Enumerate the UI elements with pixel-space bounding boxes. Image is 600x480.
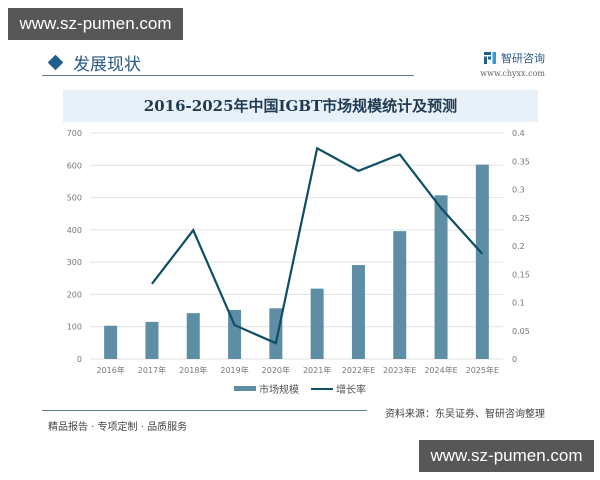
chart-title-band	[63, 90, 538, 122]
y-tick-label: 400	[67, 226, 82, 235]
y-tick-label: 600	[67, 161, 82, 170]
y-tick-label: 200	[67, 290, 82, 299]
bar-market-size	[434, 195, 448, 359]
y2-tick-label: 0.05	[512, 327, 530, 336]
y2-tick-label: 0.25	[512, 214, 530, 223]
y2-tick-label: 0.35	[512, 157, 530, 166]
y-tick-label: 500	[67, 194, 82, 203]
chart-title: 2016-2025年中国IGBT市场规模统计及预测	[143, 97, 458, 115]
chart-legend: 市场规模 增长率	[0, 381, 600, 396]
x-tick-label: 2019年	[220, 365, 248, 375]
line-swatch-icon	[311, 387, 333, 390]
y2-tick-label: 0.15	[512, 270, 530, 279]
y-tick-label: 700	[67, 129, 82, 138]
section-header: 发展现状	[47, 50, 141, 75]
footer-divider	[42, 410, 367, 411]
x-tick-label: 2020年	[262, 365, 290, 375]
y2-tick-label: 0.2	[512, 242, 525, 251]
section-title: 发展现状	[73, 55, 141, 75]
y2-tick-label: 0.4	[512, 129, 525, 138]
x-tick-label: 2024年E	[424, 365, 457, 375]
x-tick-label: 2021年	[303, 365, 331, 375]
legend-item-market-size: 市场规模	[234, 381, 299, 396]
source-note: 资料来源：东吴证券、智研咨询整理	[385, 409, 545, 420]
brand-logo-icon	[484, 52, 496, 64]
header-divider	[42, 75, 414, 76]
brand-logo-block: 智研咨询 www.chyxx.com	[480, 50, 545, 78]
growth-rate-line	[151, 146, 484, 345]
brand-name: 智研咨询	[501, 52, 545, 65]
y-tick-label: 300	[67, 258, 82, 267]
y2-tick-label: 0.1	[512, 299, 525, 308]
watermark-top: www.sz-pumen.com	[8, 8, 183, 40]
y-tick-label: 100	[67, 323, 82, 332]
bar-market-size	[145, 321, 159, 359]
x-tick-label: 2022年E	[342, 365, 375, 375]
x-tick-label: 2025年E	[466, 365, 499, 375]
y-tick-label: 0	[77, 355, 82, 364]
legend-label: 市场规模	[259, 385, 299, 396]
x-tick-label: 2017年	[138, 365, 166, 375]
x-tick-label: 2023年E	[383, 365, 416, 375]
legend-item-growth-rate: 增长率	[311, 381, 366, 396]
x-tick-label: 2018年	[179, 365, 207, 375]
legend-label: 增长率	[336, 385, 366, 396]
bar-market-size	[228, 309, 242, 359]
bar-market-size	[393, 231, 407, 359]
bar-market-size	[104, 325, 118, 359]
watermark-bottom: www.sz-pumen.com	[419, 440, 594, 472]
brand-url: www.chyxx.com	[480, 69, 545, 78]
bar-market-size	[351, 265, 365, 359]
x-tick-label: 2016年	[96, 365, 124, 375]
bar-market-size	[269, 308, 283, 359]
y2-tick-label: 0.3	[512, 186, 525, 195]
footer-slogan: 精品报告 · 专项定制 · 品质服务	[48, 422, 188, 433]
bar-market-size	[310, 288, 324, 359]
bar-swatch-icon	[234, 386, 256, 391]
y2-tick-label: 0	[512, 355, 517, 364]
bar-market-size	[475, 164, 489, 359]
bar-market-size	[186, 313, 200, 359]
